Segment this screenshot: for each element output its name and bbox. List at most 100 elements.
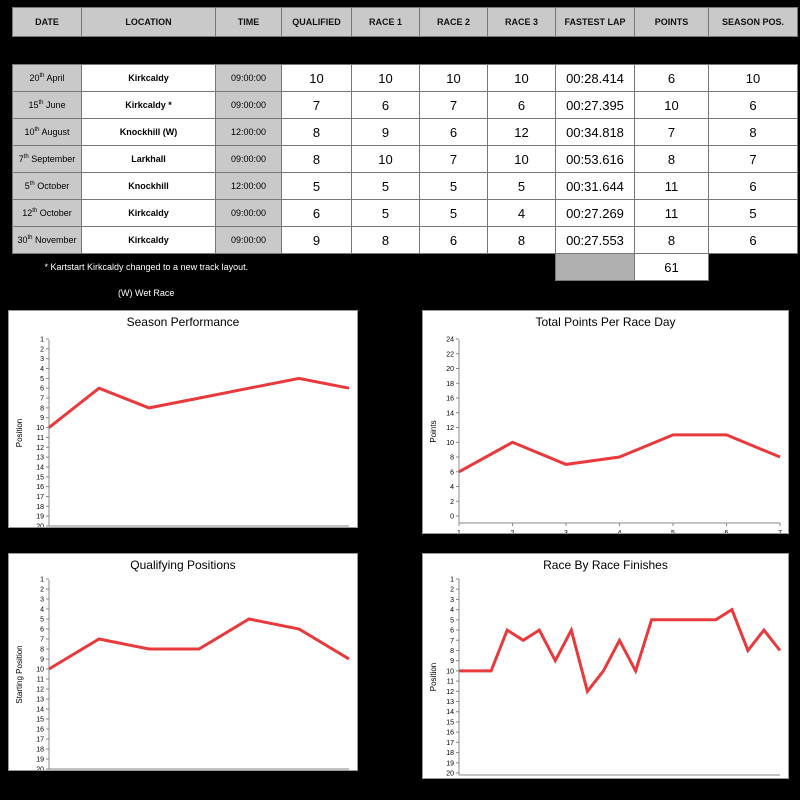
y-tick-label: 17 — [36, 494, 44, 501]
race1-cell: 8 — [351, 226, 420, 254]
table-row: 20th April Kirkcaldy 09:00:00 10 10 10 10 00:28… — [12, 64, 798, 92]
table-row: 15th June Kirkcaldy * 09:00:00 7 6 7 6 00:27.39… — [12, 91, 798, 119]
col-header-race2: RACE 2 — [419, 7, 488, 37]
points-cell: 8 — [634, 145, 709, 173]
race2-cell: 6 — [419, 226, 488, 254]
x-tick-label: 3 — [564, 530, 568, 533]
qualified-cell: 9 — [281, 226, 352, 254]
date-cell: 5th October — [12, 172, 82, 200]
y-tick-label: 14 — [446, 709, 454, 716]
y-tick-label: 1 — [40, 577, 44, 584]
col-header-location: LOCATION — [81, 7, 216, 37]
time-cell: 12:00:00 — [215, 172, 282, 200]
qualifying-positions-svg: 1234567891011121314151617181920Starting … — [15, 577, 350, 770]
date-month: June — [43, 100, 66, 110]
race2-cell: 10 — [419, 64, 488, 92]
points-cell: 6 — [634, 64, 709, 92]
race3-cell: 4 — [487, 199, 556, 227]
race1-cell: 9 — [351, 118, 420, 146]
date-suffix: th — [27, 235, 33, 241]
qualified-cell: 6 — [281, 199, 352, 227]
date-suffix: th — [39, 73, 45, 79]
date-day: 12 — [22, 208, 33, 218]
date-cell: 15th June — [12, 91, 82, 119]
y-tick-label: 12 — [36, 687, 44, 694]
y-tick-label: 19 — [36, 514, 44, 521]
time-cell: 09:00:00 — [215, 145, 282, 173]
y-tick-label: 1 — [450, 577, 454, 584]
time-cell: 09:00:00 — [215, 91, 282, 119]
col-header-qualified: QUALIFIED — [281, 7, 352, 37]
points-cell: 8 — [634, 226, 709, 254]
time-cell: 09:00:00 — [215, 64, 282, 92]
date-cell: 20th April — [12, 64, 82, 92]
date-day: 10 — [24, 127, 35, 137]
y-tick-label: 2 — [40, 587, 44, 594]
y-tick-label: 2 — [40, 346, 44, 353]
table-row: 30th November Kirkcaldy 09:00:00 9 8 6 8 00:27.… — [12, 226, 798, 254]
y-tick-label: 16 — [446, 730, 454, 737]
y-tick-label: 5 — [450, 617, 454, 624]
table-row: 10th August Knockhill (W) 12:00:00 8 9 6 12 00:… — [12, 118, 798, 146]
y-tick-label: 4 — [40, 607, 44, 614]
location-cell: Larkhall — [81, 145, 216, 173]
date-day: 30 — [17, 235, 28, 245]
date-suffix: th — [34, 127, 40, 133]
y-tick-label: 5 — [40, 376, 44, 383]
series-line — [48, 617, 350, 671]
y-tick-label: 19 — [36, 757, 44, 764]
y-tick-label: 4 — [450, 607, 454, 614]
footer-row: * Kartstart Kirkcaldy changed to a new t… — [12, 253, 798, 281]
location-cell: Kirkcaldy — [81, 199, 216, 227]
race1-cell: 6 — [351, 91, 420, 119]
x-tick-label: 5 — [671, 530, 675, 533]
y-axis-label: Starting Position — [15, 645, 24, 703]
y-tick-label: 12 — [446, 689, 454, 696]
y-tick-label: 18 — [36, 504, 44, 511]
y-tick-label: 16 — [36, 484, 44, 491]
qualified-cell: 8 — [281, 118, 352, 146]
y-tick-label: 17 — [36, 737, 44, 744]
y-tick-label: 18 — [446, 750, 454, 757]
y-tick-label: 12 — [36, 445, 44, 452]
y-tick-label: 18 — [446, 381, 454, 388]
col-header-date: DATE — [12, 7, 82, 37]
chart-title: Race By Race Finishes — [543, 558, 668, 572]
fastest-lap-cell: 00:28.414 — [555, 64, 635, 92]
date-month: April — [44, 73, 65, 83]
y-tick-label: 16 — [446, 396, 454, 403]
y-axis-label: Position — [15, 419, 24, 447]
chart-title: Season Performance — [126, 315, 240, 329]
y-tick-label: 6 — [40, 386, 44, 393]
y-tick-label: 2 — [450, 499, 454, 506]
y-tick-label: 6 — [450, 628, 454, 635]
y-tick-label: 3 — [40, 597, 44, 604]
race1-cell: 10 — [351, 64, 420, 92]
season-pos-cell: 5 — [708, 199, 798, 227]
y-tick-label: 11 — [37, 435, 44, 442]
date-day: 7 — [18, 154, 24, 164]
wet-race-note: (W) Wet Race — [118, 288, 175, 298]
date-month: October — [37, 208, 72, 218]
y-tick-label: 9 — [40, 657, 44, 664]
date-day: 5 — [24, 181, 30, 191]
date-month: September — [28, 154, 76, 164]
y-tick-label: 18 — [36, 747, 44, 754]
y-tick-label: 10 — [36, 667, 44, 674]
race3-cell: 6 — [487, 91, 556, 119]
y-tick-label: 15 — [36, 474, 44, 481]
time-cell: 12:00:00 — [215, 118, 282, 146]
race3-cell: 5 — [487, 172, 556, 200]
y-tick-label: 6 — [40, 627, 44, 634]
y-tick-label: 10 — [446, 668, 454, 675]
time-cell: 09:00:00 — [215, 226, 282, 254]
qualified-cell: 10 — [281, 64, 352, 92]
y-axis-label: Points — [429, 420, 438, 442]
y-tick-label: 13 — [36, 697, 44, 704]
y-tick-label: 22 — [446, 351, 454, 358]
location-cell: Kirkcaldy — [81, 64, 216, 92]
season-pos-cell: 6 — [708, 91, 798, 119]
x-tick-label: 4 — [618, 530, 622, 533]
y-tick-label: 14 — [36, 464, 44, 471]
chart-title: Total Points Per Race Day — [535, 315, 676, 329]
